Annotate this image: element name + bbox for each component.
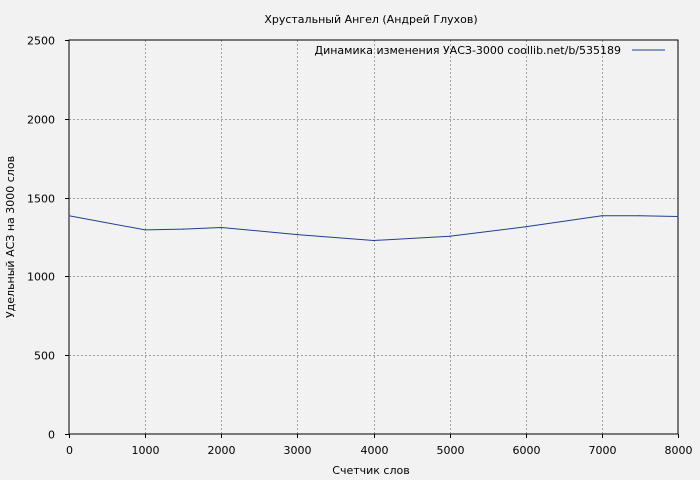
x-tick-label: 5000 — [437, 444, 465, 457]
chart-title: Хрустальный Ангел (Андрей Глухов) — [264, 13, 477, 26]
data-point — [639, 215, 641, 217]
x-tick-label: 6000 — [513, 444, 541, 457]
grid — [69, 40, 678, 434]
x-axis-label: Счетчик слов — [332, 464, 409, 477]
y-tick-label: 0 — [48, 429, 55, 442]
data-point — [372, 239, 375, 242]
data-point — [182, 228, 184, 230]
data-point — [296, 234, 298, 236]
legend: Динамика изменения УАСЗ-3000 coollib.net… — [315, 44, 665, 57]
x-tick-label: 8000 — [665, 444, 693, 457]
axis-ticks — [65, 40, 679, 438]
data-point — [68, 215, 70, 217]
y-tick-label: 1500 — [27, 193, 55, 206]
y-tick-label: 2000 — [27, 114, 55, 127]
y-axis-tick-labels: 0 500 1000 1500 2000 2500 — [27, 35, 55, 442]
x-tick-label: 7000 — [589, 444, 617, 457]
x-tick-label: 1000 — [132, 444, 160, 457]
y-tick-label: 2500 — [27, 35, 55, 48]
x-tick-label: 3000 — [284, 444, 312, 457]
x-tick-label: 4000 — [361, 444, 389, 457]
x-tick-label: 0 — [66, 444, 73, 457]
legend-label: Динамика изменения УАСЗ-3000 coollib.net… — [315, 44, 622, 57]
series-layer — [68, 215, 679, 242]
data-point — [601, 215, 603, 217]
plot-frame — [68, 39, 679, 435]
y-tick-label: 500 — [34, 350, 55, 363]
data-point — [677, 215, 679, 218]
y-tick-label: 1000 — [27, 271, 55, 284]
data-point — [144, 229, 146, 231]
data-point — [220, 226, 222, 229]
x-tick-label: 2000 — [208, 444, 236, 457]
y-axis-label: Удельный АСЗ на 3000 слов — [4, 156, 17, 318]
series-line-0 — [68, 215, 679, 242]
data-point — [449, 235, 451, 237]
x-axis-tick-labels: 0 1000 2000 3000 4000 5000 6000 7000 8000 — [66, 444, 693, 457]
data-point — [525, 226, 527, 228]
